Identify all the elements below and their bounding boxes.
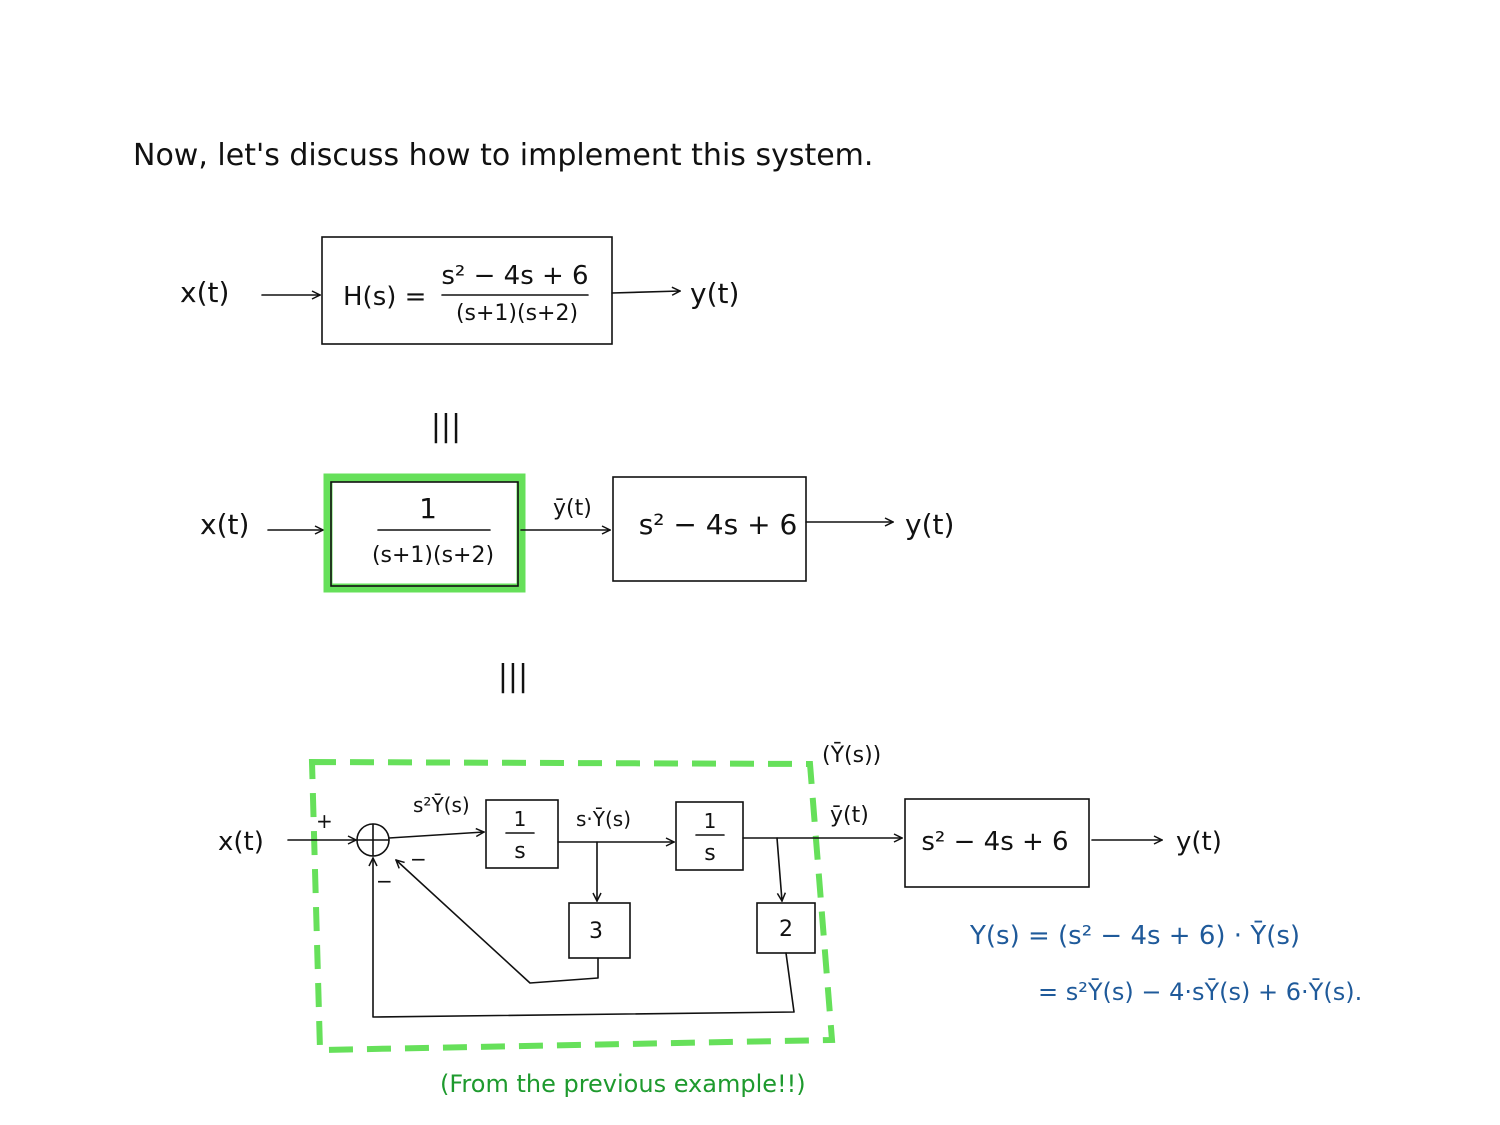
d1-output-arrow xyxy=(611,291,680,293)
equivalence-symbol-1: ||| xyxy=(431,409,461,444)
equation-line-2: = s²Ȳ(s) − 4·sȲ(s) + 6·Ȳ(s). xyxy=(1038,977,1362,1006)
d1-numerator: s² − 4s + 6 xyxy=(441,261,588,291)
d1-input-label: x(t) xyxy=(180,276,229,309)
d3-minus-sign-2: − xyxy=(376,869,393,893)
d3-s2-signal-label: s²Ȳ(s) xyxy=(413,793,470,817)
d1-denominator: (s+1)(s+2) xyxy=(456,301,578,326)
d3-gain-3-label: 3 xyxy=(589,919,603,944)
d3-output-label: y(t) xyxy=(1176,827,1222,857)
d2-output-label: y(t) xyxy=(905,508,954,541)
diagram-3: x(t) + − − s²Ȳ(s) 1 s s·Ȳ(s) 1 s 3 ȳ(t xyxy=(218,743,1222,1098)
d3-output-block xyxy=(904,798,1090,888)
d2-block-1 xyxy=(330,481,519,587)
d1-transfer-block xyxy=(321,236,613,345)
d3-minus-sign-1: − xyxy=(410,847,427,871)
heading: Now, let's discuss how to implement this… xyxy=(133,138,873,173)
d3-integrator-1 xyxy=(485,799,559,869)
diagram-1: x(t) H(s) = s² − 4s + 6 (s+1)(s+2) y(t) xyxy=(180,236,739,345)
d3-integrator2-numerator: 1 xyxy=(704,809,717,833)
d3-gain-2-label: 2 xyxy=(779,917,793,942)
d2-block1-denominator: (s+1)(s+2) xyxy=(372,543,494,568)
d3-s-signal-label: s·Ȳ(s) xyxy=(576,807,631,831)
d3-note: (From the previous example!!) xyxy=(440,1070,806,1098)
d3-integrator1-numerator: 1 xyxy=(514,807,527,831)
diagram-2: x(t) 1 (s+1)(s+2) ȳ(t) s² − 4s + 6 y(t) xyxy=(200,473,954,593)
d2-block-2 xyxy=(612,476,807,582)
d3-feedback-gain2 xyxy=(373,858,795,1018)
d3-ybar-t-label: ȳ(t) xyxy=(830,803,869,828)
d2-intermediate-label: ȳ(t) xyxy=(553,496,592,521)
d2-block1-numerator: 1 xyxy=(419,492,437,525)
equivalence-symbol-2: ||| xyxy=(498,659,528,694)
d3-ybar-s-label: (Ȳ(s)) xyxy=(822,743,881,768)
d3-output-block-label: s² − 4s + 6 xyxy=(921,827,1068,857)
d3-feedback-gain3 xyxy=(396,860,599,984)
equation-line-1: Y(s) = (s² − 4s + 6) · Ȳ(s) xyxy=(969,920,1300,951)
d3-integrator2-denominator: s xyxy=(704,841,715,866)
d3-integrator1-denominator: s xyxy=(514,839,525,864)
d1-output-label: y(t) xyxy=(690,277,739,310)
d3-sum-output-arrow xyxy=(388,832,484,839)
d2-block2-label: s² − 4s + 6 xyxy=(639,508,798,541)
d3-gain-block-3 xyxy=(568,902,631,959)
d2-input-label: x(t) xyxy=(200,508,249,541)
d2-highlighted-block-frame xyxy=(323,473,526,593)
d1-block-label: H(s) = xyxy=(343,282,426,312)
d3-input-label: x(t) xyxy=(218,827,264,857)
d3-plus-sign: + xyxy=(316,809,333,833)
d3-integrator-2 xyxy=(675,801,744,871)
d3-branch-to-gain2 xyxy=(776,837,782,901)
d3-dashed-frame xyxy=(308,758,836,1054)
